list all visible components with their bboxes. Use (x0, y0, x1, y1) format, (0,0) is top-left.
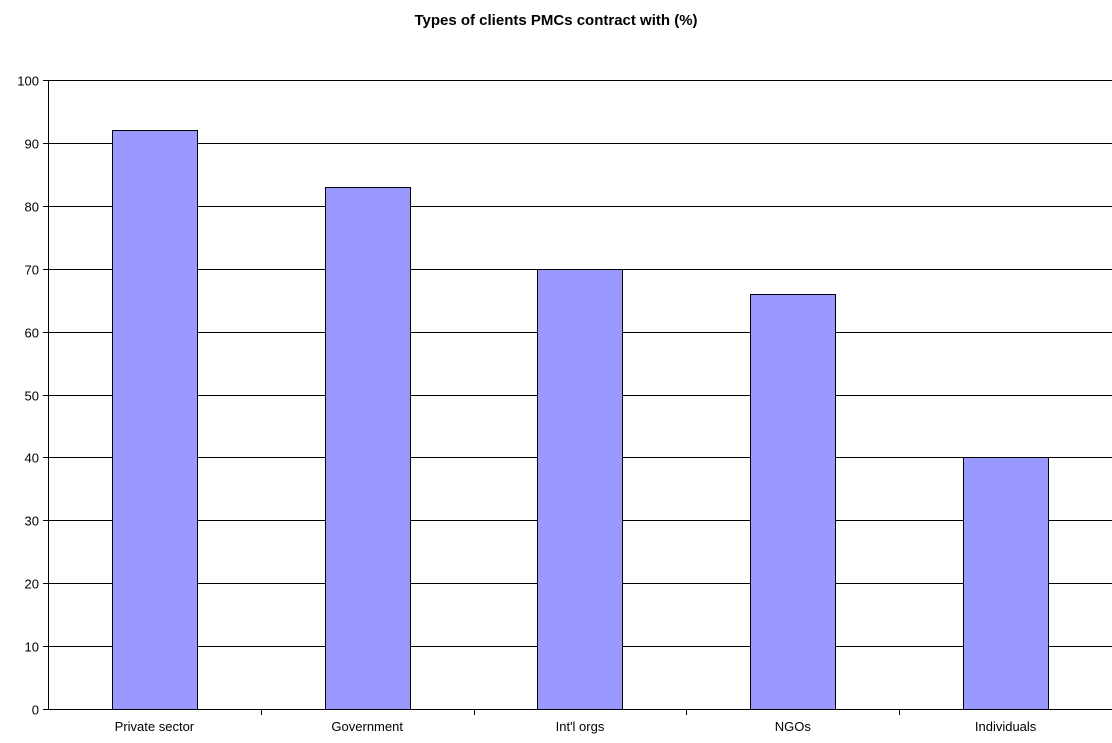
y-tick-label: 90 (25, 137, 39, 152)
y-tick-label: 0 (32, 703, 39, 718)
y-tick-label: 10 (25, 640, 39, 655)
bars (112, 130, 1049, 710)
y-tick-label: 50 (25, 389, 39, 404)
bar (112, 130, 198, 710)
bar (963, 457, 1049, 710)
y-tick-label: 30 (25, 514, 39, 529)
x-tick-label: Individuals (975, 719, 1037, 734)
x-tick-label: Private sector (115, 719, 195, 734)
y-tick-label: 100 (17, 74, 39, 89)
axes (43, 80, 1112, 715)
chart-title: Types of clients PMCs contract with (%) (414, 12, 698, 29)
y-tick-label: 40 (25, 451, 39, 466)
y-tick-label: 20 (25, 577, 39, 592)
y-tick-label: 80 (25, 200, 39, 215)
x-tick-label: Government (331, 719, 403, 734)
y-tick-label: 60 (25, 326, 39, 341)
x-tick-label: NGOs (775, 719, 812, 734)
tick-labels: 0 10 20 30 40 50 60 70 80 90 100 Private sector Gove… (17, 74, 1037, 735)
y-tick-label: 70 (25, 263, 39, 278)
bar (750, 294, 836, 710)
x-tick-label: Int'l orgs (556, 719, 605, 734)
bar (537, 269, 623, 710)
bar (325, 187, 411, 710)
